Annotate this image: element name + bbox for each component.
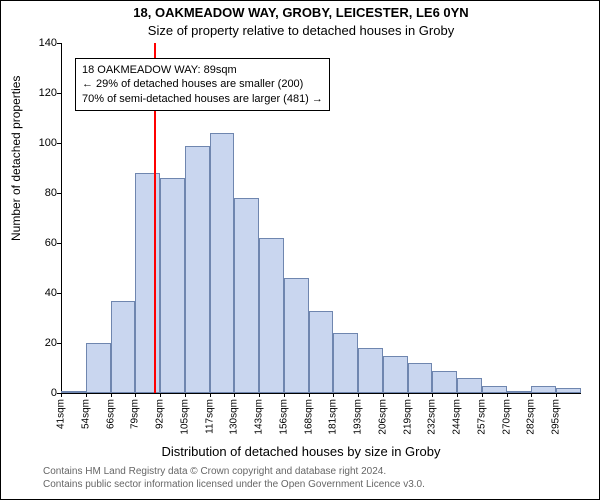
histogram-bar bbox=[111, 301, 136, 394]
x-axis-label: Distribution of detached houses by size … bbox=[1, 444, 600, 459]
x-tick-label: 105sqm bbox=[179, 399, 190, 435]
x-tick-mark bbox=[284, 393, 285, 397]
x-tick-mark bbox=[358, 393, 359, 397]
x-tick-label: 117sqm bbox=[204, 399, 215, 434]
x-tick-label: 130sqm bbox=[229, 399, 240, 435]
histogram-bar bbox=[284, 278, 309, 393]
y-tick-label: 40 bbox=[21, 287, 57, 299]
x-tick-mark bbox=[333, 393, 334, 397]
x-tick-mark bbox=[210, 393, 211, 397]
histogram-bar bbox=[61, 391, 86, 393]
chart-title: 18, OAKMEADOW WAY, GROBY, LEICESTER, LE6… bbox=[1, 5, 600, 20]
x-tick-label: 219sqm bbox=[402, 399, 413, 435]
histogram-bar bbox=[531, 386, 556, 394]
x-tick-mark bbox=[556, 393, 557, 397]
y-tick-mark bbox=[57, 143, 61, 144]
histogram-bar bbox=[556, 388, 581, 393]
y-tick-label: 120 bbox=[21, 87, 57, 99]
y-tick-mark bbox=[57, 293, 61, 294]
attribution-line: Contains public sector information licen… bbox=[43, 479, 425, 492]
histogram-bar bbox=[507, 391, 532, 394]
histogram-bar bbox=[457, 378, 482, 393]
chart-container: 18, OAKMEADOW WAY, GROBY, LEICESTER, LE6… bbox=[0, 0, 600, 500]
y-tick-label: 100 bbox=[21, 137, 57, 149]
x-tick-mark bbox=[432, 393, 433, 397]
histogram-bar bbox=[135, 173, 160, 393]
x-tick-mark bbox=[135, 393, 136, 397]
x-tick-label: 282sqm bbox=[526, 399, 537, 435]
histogram-bar bbox=[210, 133, 235, 393]
x-tick-label: 79sqm bbox=[130, 399, 141, 429]
x-tick-mark bbox=[482, 393, 483, 397]
y-tick-label: 0 bbox=[21, 387, 57, 399]
x-tick-mark bbox=[309, 393, 310, 397]
y-tick-mark bbox=[57, 243, 61, 244]
plot-area: 02040608010012014041sqm54sqm66sqm79sqm92… bbox=[61, 43, 581, 393]
histogram-bar bbox=[185, 146, 210, 394]
histogram-bar bbox=[86, 343, 111, 393]
attribution-text: Contains HM Land Registry data © Crown c… bbox=[43, 466, 425, 491]
x-tick-label: 92sqm bbox=[155, 399, 166, 429]
annotation-line: ← 29% of detached houses are smaller (20… bbox=[82, 77, 323, 91]
histogram-bar bbox=[408, 363, 433, 393]
x-tick-label: 181sqm bbox=[328, 399, 339, 435]
x-tick-mark bbox=[259, 393, 260, 397]
histogram-bar bbox=[333, 333, 358, 393]
x-axis-line bbox=[61, 393, 581, 394]
x-tick-label: 156sqm bbox=[278, 399, 289, 435]
x-tick-mark bbox=[234, 393, 235, 397]
x-tick-mark bbox=[457, 393, 458, 397]
x-tick-mark bbox=[383, 393, 384, 397]
x-tick-label: 270sqm bbox=[501, 399, 512, 435]
x-tick-label: 206sqm bbox=[377, 399, 388, 435]
x-tick-label: 295sqm bbox=[551, 399, 562, 435]
x-tick-label: 54sqm bbox=[80, 399, 91, 429]
histogram-bar bbox=[358, 348, 383, 393]
y-tick-label: 20 bbox=[21, 337, 57, 349]
annotation-box: 18 OAKMEADOW WAY: 89sqm← 29% of detached… bbox=[75, 58, 330, 111]
y-tick-label: 80 bbox=[21, 187, 57, 199]
x-tick-mark bbox=[111, 393, 112, 397]
histogram-bar bbox=[309, 311, 334, 394]
x-tick-label: 232sqm bbox=[427, 399, 438, 435]
histogram-bar bbox=[432, 371, 457, 394]
y-tick-mark bbox=[57, 343, 61, 344]
annotation-line: 18 OAKMEADOW WAY: 89sqm bbox=[82, 63, 323, 77]
x-tick-label: 66sqm bbox=[105, 399, 116, 429]
x-tick-mark bbox=[408, 393, 409, 397]
annotation-line: 70% of semi-detached houses are larger (… bbox=[82, 92, 323, 106]
y-tick-label: 140 bbox=[21, 37, 57, 49]
y-tick-mark bbox=[57, 43, 61, 44]
x-tick-mark bbox=[507, 393, 508, 397]
x-tick-mark bbox=[61, 393, 62, 397]
histogram-bar bbox=[482, 386, 507, 394]
x-tick-label: 244sqm bbox=[452, 399, 463, 435]
x-tick-label: 193sqm bbox=[353, 399, 364, 435]
y-axis-label: Number of detached properties bbox=[9, 76, 23, 241]
x-tick-label: 257sqm bbox=[476, 399, 487, 435]
y-tick-mark bbox=[57, 93, 61, 94]
x-tick-mark bbox=[160, 393, 161, 397]
histogram-bar bbox=[383, 356, 408, 394]
x-tick-label: 168sqm bbox=[303, 399, 314, 435]
chart-subtitle: Size of property relative to detached ho… bbox=[1, 23, 600, 38]
y-tick-label: 60 bbox=[21, 237, 57, 249]
attribution-line: Contains HM Land Registry data © Crown c… bbox=[43, 466, 425, 479]
x-tick-mark bbox=[531, 393, 532, 397]
x-tick-mark bbox=[86, 393, 87, 397]
histogram-bar bbox=[259, 238, 284, 393]
x-tick-label: 41sqm bbox=[56, 399, 67, 429]
x-tick-mark bbox=[185, 393, 186, 397]
y-axis-line bbox=[61, 43, 62, 393]
y-tick-mark bbox=[57, 193, 61, 194]
histogram-bar bbox=[234, 198, 259, 393]
histogram-bar bbox=[160, 178, 185, 393]
x-tick-label: 143sqm bbox=[254, 399, 265, 435]
